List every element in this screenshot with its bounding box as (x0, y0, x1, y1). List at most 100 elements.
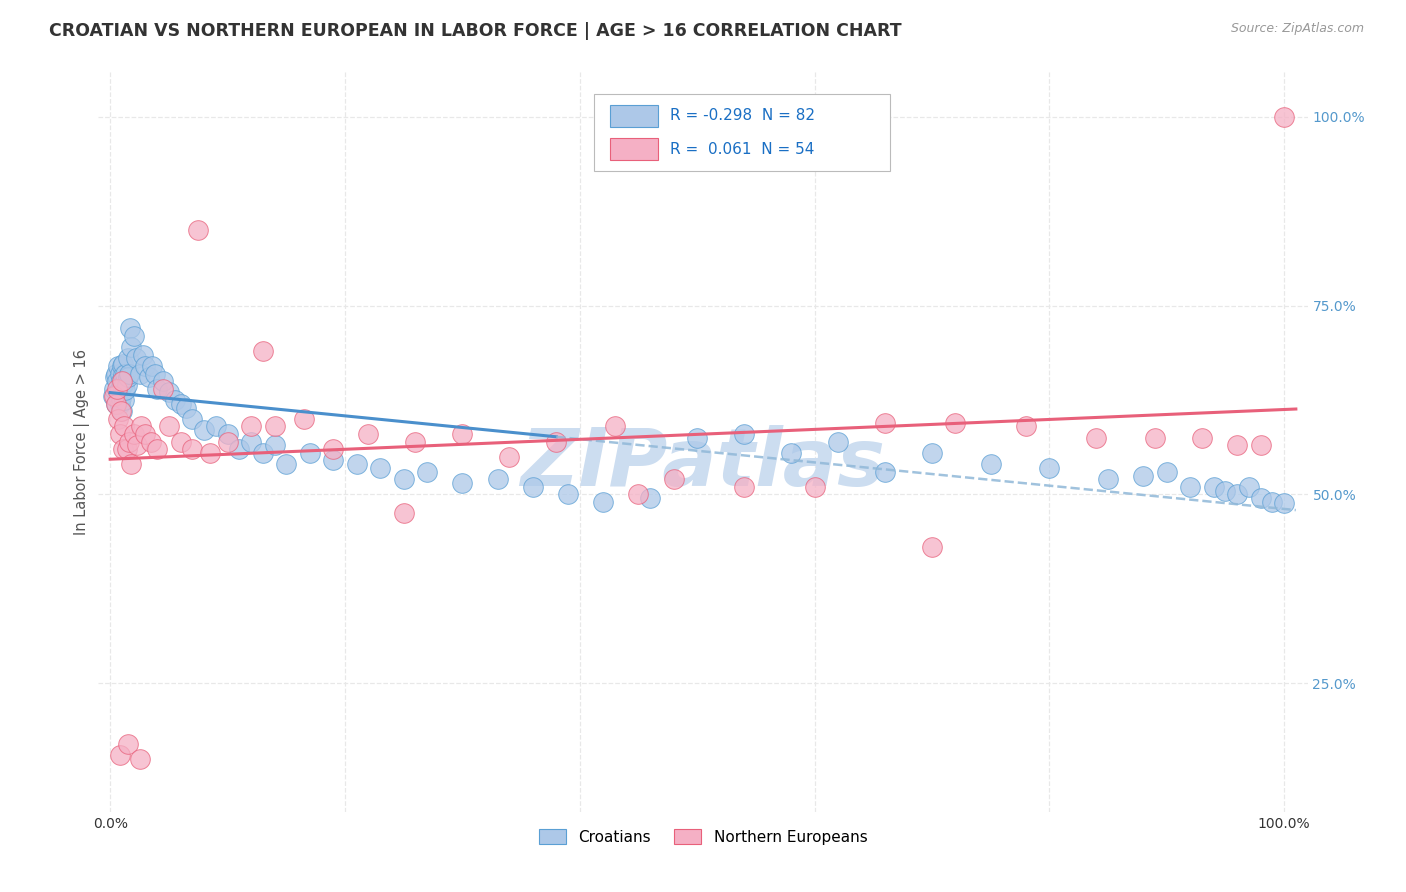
Point (141, 434, 163, 449)
Point (146, 442, 169, 456)
Point (1143, 431, 1166, 445)
Point (1272, 496, 1295, 510)
Point (128, 367, 150, 381)
Point (117, 737, 139, 751)
Point (1132, 468, 1154, 483)
Point (111, 374, 134, 388)
Point (498, 450, 520, 464)
Text: Source: ZipAtlas.com: Source: ZipAtlas.com (1230, 22, 1364, 36)
Point (169, 397, 191, 411)
Point (114, 383, 136, 397)
Point (228, 442, 250, 456)
Point (522, 480, 544, 494)
Point (240, 419, 263, 434)
Point (112, 368, 135, 382)
Point (114, 367, 136, 381)
Point (105, 397, 128, 411)
Point (1226, 487, 1249, 501)
Point (111, 377, 134, 392)
Point (111, 404, 134, 418)
Point (105, 397, 128, 411)
Point (263, 419, 285, 434)
Point (120, 457, 142, 471)
Point (187, 223, 209, 237)
Point (134, 427, 156, 442)
Point (176, 401, 198, 415)
Point (252, 446, 274, 460)
Point (546, 434, 568, 449)
Point (112, 392, 135, 407)
Point (143, 367, 166, 381)
Point (108, 747, 131, 762)
Point (117, 351, 139, 366)
Point (118, 434, 141, 449)
Point (1038, 461, 1060, 475)
Point (1202, 480, 1225, 494)
Point (557, 487, 579, 501)
FancyBboxPatch shape (595, 94, 890, 171)
Point (357, 427, 380, 442)
Point (873, 465, 896, 479)
Point (128, 752, 150, 766)
Point (1191, 431, 1213, 445)
Point (110, 374, 132, 388)
Point (152, 382, 174, 396)
Point (146, 382, 169, 396)
Point (368, 461, 391, 475)
Point (112, 358, 135, 372)
Point (1156, 465, 1178, 479)
Point (122, 427, 145, 442)
Point (1097, 472, 1119, 486)
Point (662, 472, 685, 486)
Point (298, 446, 321, 460)
Point (105, 374, 128, 388)
Point (141, 359, 163, 373)
Point (104, 370, 127, 384)
Point (733, 427, 755, 442)
Text: R = -0.298  N = 82: R = -0.298 N = 82 (671, 108, 815, 123)
Point (111, 359, 134, 373)
Point (107, 385, 129, 400)
Point (157, 419, 180, 434)
Point (112, 442, 135, 456)
Point (198, 446, 221, 460)
Text: ZIPatlas: ZIPatlas (520, 425, 886, 503)
Point (163, 392, 186, 407)
Point (112, 376, 135, 390)
Point (276, 457, 298, 471)
Point (416, 465, 439, 479)
Point (873, 416, 896, 430)
Point (138, 370, 160, 384)
Point (127, 438, 149, 452)
Point (112, 419, 135, 434)
Point (101, 389, 124, 403)
Point (129, 419, 152, 434)
Point (132, 348, 155, 362)
Point (115, 442, 138, 456)
Point (157, 385, 180, 400)
Point (1261, 495, 1284, 509)
Point (117, 370, 139, 384)
Point (638, 491, 661, 506)
Point (108, 427, 131, 442)
Point (392, 506, 415, 520)
Point (108, 367, 131, 381)
Point (827, 434, 849, 449)
Point (108, 397, 131, 411)
Point (169, 434, 191, 449)
Point (921, 446, 943, 460)
Point (240, 434, 263, 449)
Point (1250, 438, 1272, 452)
Point (346, 457, 368, 471)
Text: CROATIAN VS NORTHERN EUROPEAN IN LABOR FORCE | AGE > 16 CORRELATION CHART: CROATIAN VS NORTHERN EUROPEAN IN LABOR F… (49, 22, 901, 40)
Point (217, 434, 239, 449)
Text: R =  0.061  N = 54: R = 0.061 N = 54 (671, 142, 814, 157)
Point (486, 472, 509, 486)
Point (1085, 431, 1108, 445)
Point (803, 480, 825, 494)
Point (193, 423, 215, 437)
Point (107, 412, 129, 426)
Point (181, 442, 204, 456)
Point (134, 359, 156, 373)
Point (451, 476, 474, 491)
